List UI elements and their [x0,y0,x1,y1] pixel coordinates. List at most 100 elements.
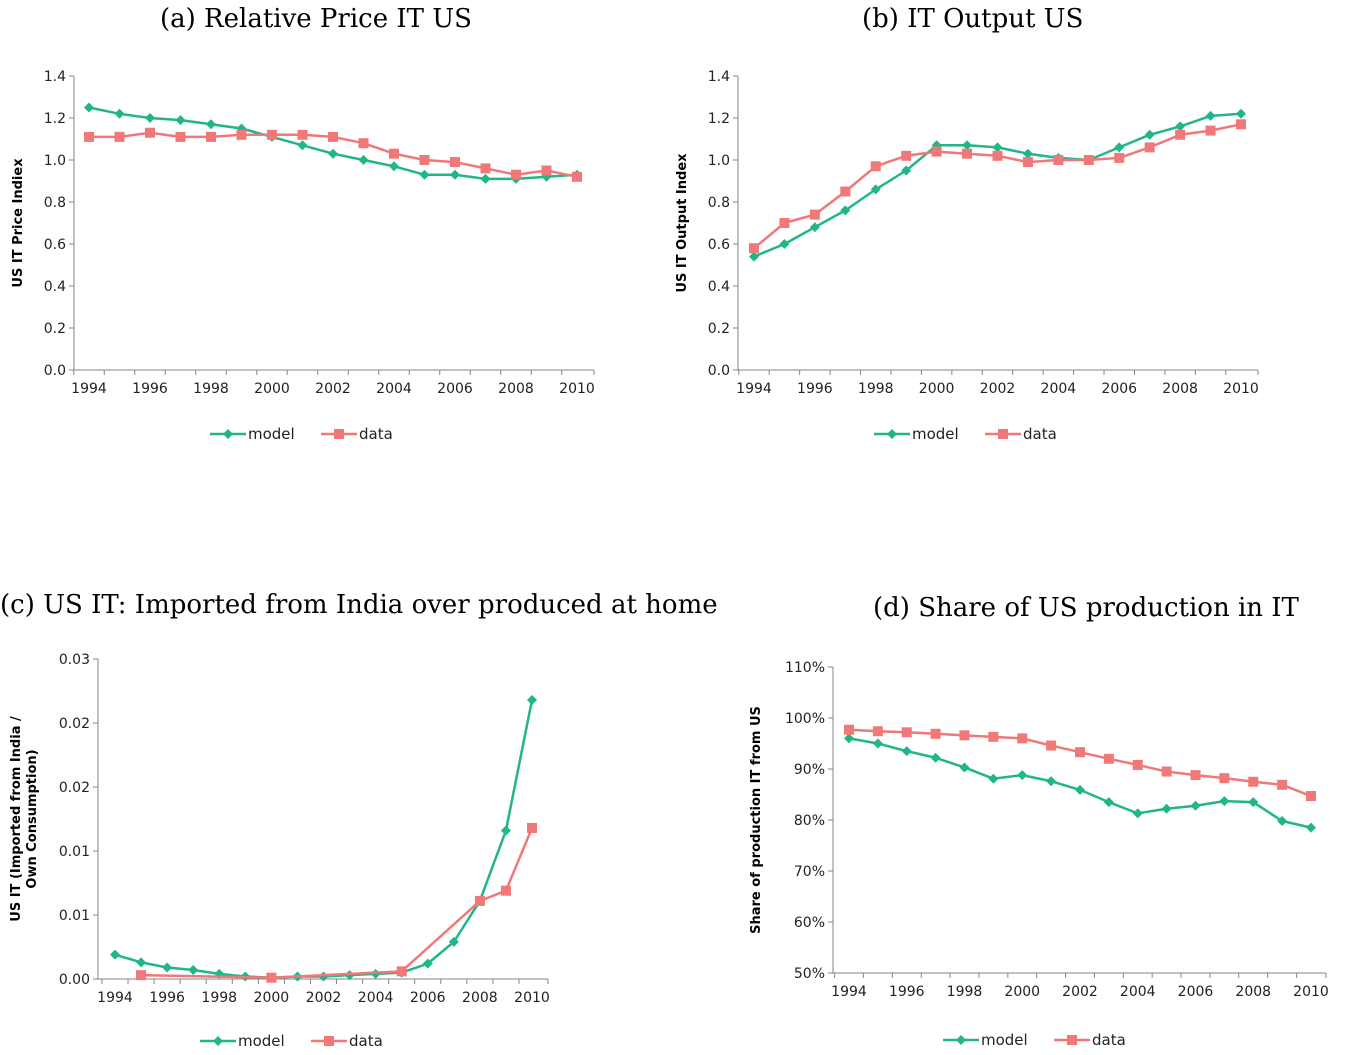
x-tick-label: 2000 [254,381,290,397]
x-tick-label: 1996 [149,990,185,1006]
point-model [844,733,854,744]
point-model [422,958,433,969]
point-data [572,171,582,182]
point-data [175,131,186,142]
legend-marker-data [1067,1035,1077,1045]
point-data [527,822,537,833]
legend-marker-model [887,429,897,439]
point-model [840,205,851,216]
y-tick-label: 0.4 [708,279,730,295]
y-tick-label: 80% [794,813,825,829]
point-model [1046,776,1057,787]
x-tick-label: 1994 [71,381,107,397]
y-tick-label: 0.0 [44,363,66,379]
legend-label-data: data [349,1032,383,1050]
point-model [901,746,912,757]
y-tick-label: 0.2 [708,321,730,337]
point-data [396,966,407,977]
point-data [1205,125,1216,136]
y-tick-label: 60% [794,915,825,931]
point-data [809,209,820,220]
legend: model data [874,425,1057,443]
legend-marker-data [324,1036,334,1046]
series-line-model [753,112,1242,258]
point-data [474,895,485,906]
chart-title: (a) Relative Price IT US [160,4,472,34]
x-tick-label: 2000 [919,381,955,397]
point-data [959,730,970,741]
x-tick-label: 2006 [1178,984,1214,1000]
y-tick-label: 50% [794,966,825,982]
x-tick-label: 2008 [498,381,534,397]
y-tick-label: 0.03 [59,652,90,668]
point-model [1248,797,1259,808]
point-data [1022,157,1033,168]
point-data [1190,770,1201,781]
legend-marker-model [956,1035,966,1045]
point-data [901,727,912,738]
x-tick-label: 2004 [1120,984,1156,1000]
point-data [1306,791,1316,802]
y-axis-label: US IT Price Indiex [11,158,26,288]
x-tick-label: 2004 [358,990,394,1006]
point-model [1277,816,1288,827]
point-model [110,949,120,960]
point-data [844,724,854,735]
y-tick-label: 0.4 [44,279,66,295]
y-tick-label: 0.8 [708,195,730,211]
x-tick-label: 1998 [201,990,237,1006]
y-axis-label: Share of production IT from US [749,706,764,934]
point-data [992,150,1003,161]
point-data [840,186,851,197]
point-data [389,148,399,159]
y-tick-label: 70% [794,864,825,880]
chart-1: 0.0 0.2 0.4 0.6 0.8 1.0 1.2 1.4 1994 1996 1998 2000… [675,69,1259,443]
point-data [1144,142,1155,153]
point-data [1046,740,1057,751]
point-model [175,115,186,126]
point-data [1248,776,1259,787]
x-tick-label: 2010 [1293,984,1329,1000]
point-model [870,184,881,195]
point-model [749,251,759,262]
x-tick-label: 1998 [947,984,983,1000]
point-data [267,129,277,140]
point-model [1190,800,1201,811]
point-model [145,113,155,123]
x-tick-label: 1998 [858,381,894,397]
point-model [1205,110,1216,121]
y-tick-label: 1.0 [44,153,66,169]
y-tick-label: 0.02 [59,716,90,732]
x-tick-label: 2000 [1004,984,1040,1000]
point-data [901,150,912,161]
point-data [419,155,430,165]
chart-title: (b) IT Output US [862,4,1084,34]
point-model [1219,796,1230,807]
x-tick-label: 2006 [1101,381,1137,397]
x-tick-label: 1996 [889,984,925,1000]
legend: model data [200,1032,383,1050]
point-model [84,102,94,113]
y-axis-label: US IT Output Index [675,153,690,293]
legend-label-model: model [248,425,295,443]
y-tick-label: 110% [785,660,825,676]
y-tick-label: 1.2 [708,111,730,127]
x-tick-label: 2010 [559,381,595,397]
point-data [870,161,881,172]
point-model [901,165,912,176]
point-data [1236,119,1246,130]
point-data [500,885,511,896]
point-model [328,148,338,159]
point-model [1075,784,1085,795]
y-tick-label: 0.01 [59,908,90,924]
x-tick-label: 1994 [97,990,133,1006]
legend-label-model: model [238,1032,285,1050]
y-tick-label: 0.01 [59,844,90,860]
point-data [931,146,942,157]
point-model [450,169,460,180]
x-tick-label: 2006 [410,990,446,1006]
x-tick-label: 2002 [306,990,342,1006]
y-tick-label: 0.8 [44,195,66,211]
point-model [1114,142,1125,153]
point-model [1236,108,1246,119]
